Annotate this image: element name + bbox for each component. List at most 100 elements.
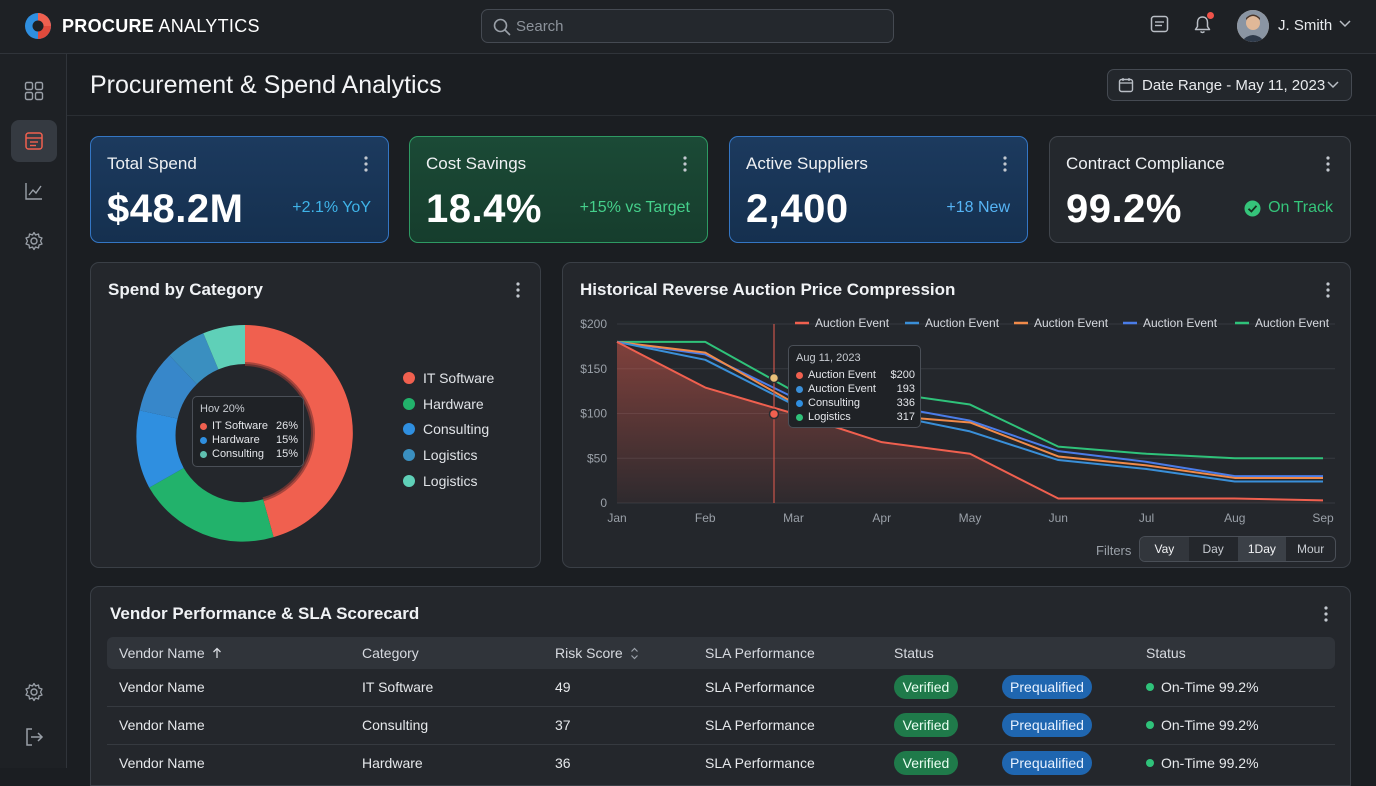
- calendar-icon: [1118, 78, 1134, 93]
- kpi-value: 99.2%: [1066, 187, 1182, 231]
- column-header-sla[interactable]: SLA Performance: [705, 645, 815, 661]
- legend-label[interactable]: Auction Event: [925, 316, 1000, 330]
- sidebar-item-logout[interactable]: [11, 716, 57, 758]
- cell-category: IT Software: [362, 679, 434, 695]
- avatar[interactable]: [1237, 10, 1269, 42]
- donut-slice-hardware[interactable]: [149, 468, 274, 542]
- avatar-image: [1237, 10, 1269, 42]
- kpi-label: Cost Savings: [426, 154, 527, 173]
- column-header-status[interactable]: Status: [894, 645, 934, 661]
- cell-on-time: On-Time 99.2%: [1146, 717, 1259, 733]
- tooltip-row: Consulting 336: [796, 397, 915, 409]
- kpi-card-total-spend[interactable]: Total Spend $48.2M +2.1% YoY: [90, 136, 389, 243]
- document-icon: [25, 132, 43, 150]
- pie-logo-icon[interactable]: [24, 12, 52, 40]
- search-box[interactable]: [481, 9, 894, 43]
- donut-chart[interactable]: [135, 323, 355, 543]
- more-vertical-icon[interactable]: [364, 156, 368, 172]
- donut-slice-consulting[interactable]: [136, 410, 184, 488]
- more-vertical-icon[interactable]: [516, 282, 520, 298]
- series-line[interactable]: [617, 340, 1323, 460]
- tooltip-row-value: 193: [896, 383, 915, 395]
- x-tick-label: Jan: [607, 511, 626, 525]
- legend-label[interactable]: Auction Event: [1255, 316, 1330, 330]
- trend-chart-icon: [25, 183, 42, 200]
- more-vertical-icon[interactable]: [683, 156, 687, 172]
- tooltip-row-label: Hardware: [212, 434, 260, 446]
- status-dot: [1146, 721, 1154, 729]
- sidebar-item-spend[interactable]: [11, 120, 57, 162]
- filter-option-vay[interactable]: Vay: [1140, 537, 1189, 561]
- series-line[interactable]: [616, 340, 1323, 479]
- bell-icon[interactable]: [1193, 15, 1212, 35]
- status-badge-verified: Verified: [894, 675, 958, 699]
- sidebar-item-analytics[interactable]: [11, 170, 57, 212]
- kpi-card-contract-compliance[interactable]: Contract Compliance 99.2% On Track: [1049, 136, 1351, 243]
- legend-item-logistics[interactable]: Logistics: [403, 447, 477, 463]
- series-line[interactable]: [616, 340, 1323, 483]
- cell-vendor: Vendor Name: [119, 755, 205, 771]
- more-vertical-icon[interactable]: [1324, 606, 1328, 622]
- legend-label[interactable]: Auction Event: [1034, 316, 1109, 330]
- kpi-card-active-suppliers[interactable]: Active Suppliers 2,400 +18 New: [729, 136, 1028, 243]
- price-compression-panel: Historical Reverse Auction Price Compres…: [562, 262, 1351, 568]
- table-row[interactable]: Vendor Name Hardware 36 SLA Performance …: [107, 745, 1335, 783]
- filters-label: Filters: [1096, 543, 1132, 558]
- sidebar-item-preferences[interactable]: [11, 671, 57, 713]
- column-header-category[interactable]: Category: [362, 645, 419, 661]
- column-header-vendor[interactable]: Vendor Name: [119, 645, 222, 661]
- more-vertical-icon[interactable]: [1003, 156, 1007, 172]
- donut-slice-logistics[interactable]: [139, 355, 197, 419]
- kpi-delta: +18 New: [946, 199, 1010, 216]
- date-range-button[interactable]: Date Range - May 11, 2023: [1107, 69, 1352, 101]
- chevron-down-icon[interactable]: [1339, 20, 1351, 28]
- column-header-risk[interactable]: Risk Score: [555, 645, 639, 661]
- series-line[interactable]: [616, 341, 1324, 502]
- kpi-value: 18.4%: [426, 187, 542, 231]
- legend-label[interactable]: Auction Event: [815, 316, 890, 330]
- filter-option-1day[interactable]: 1Day: [1237, 537, 1287, 561]
- donut-slice-logistics-2[interactable]: [169, 333, 219, 385]
- tooltip-row-value: 336: [896, 397, 915, 409]
- kpi-card-cost-savings[interactable]: Cost Savings 18.4% +15% vs Target: [409, 136, 708, 243]
- legend-label: Logistics: [423, 447, 478, 463]
- brand-name[interactable]: PROCURE ANALYTICS: [62, 16, 260, 37]
- x-tick-label: May: [959, 511, 982, 525]
- y-tick-label: 0: [600, 496, 607, 510]
- filter-option-mour[interactable]: Mour: [1296, 542, 1325, 556]
- more-vertical-icon[interactable]: [1326, 282, 1330, 298]
- user-name[interactable]: J. Smith: [1278, 17, 1333, 34]
- column-header-status-2[interactable]: Status: [1146, 645, 1186, 661]
- y-tick-label: $50: [587, 451, 607, 465]
- table-row[interactable]: Vendor Name IT Software 49 SLA Performan…: [107, 669, 1335, 707]
- table-row[interactable]: Vendor Name Consulting 37 SLA Performanc…: [107, 707, 1335, 745]
- donut-slice-other[interactable]: [203, 324, 245, 370]
- sidebar-item-settings[interactable]: [11, 220, 57, 262]
- gear-icon: [25, 682, 43, 702]
- donut-slice-it-software[interactable]: [245, 325, 353, 538]
- tooltip-row-label: Consulting: [808, 397, 860, 409]
- logout-icon: [26, 728, 44, 746]
- message-icon[interactable]: [1150, 15, 1169, 34]
- top-bar: PROCURE ANALYTICS J. Smith: [0, 0, 1376, 54]
- tooltip-row: Consulting 15%: [200, 448, 298, 460]
- hover-point[interactable]: [768, 408, 780, 420]
- legend-item-it-software[interactable]: IT Software: [403, 370, 494, 386]
- legend-item-hardware[interactable]: Hardware: [403, 396, 484, 412]
- filter-option-day[interactable]: Day: [1202, 542, 1224, 556]
- chevron-down-icon: [1327, 81, 1339, 89]
- more-vertical-icon[interactable]: [1326, 156, 1330, 172]
- brand-rest: ANALYTICS: [154, 16, 260, 36]
- hover-point[interactable]: [768, 372, 780, 384]
- sidebar-item-dashboard[interactable]: [11, 70, 57, 112]
- legend-item-consulting[interactable]: Consulting: [403, 421, 489, 437]
- legend-label[interactable]: Auction Event: [1143, 316, 1218, 330]
- search-input[interactable]: [516, 10, 876, 42]
- legend-item-logistics-2[interactable]: Logistics: [403, 473, 477, 489]
- chart-tooltip: Aug 11, 2023 Auction Event $200 Auction E…: [788, 345, 921, 428]
- kpi-label: Contract Compliance: [1066, 154, 1225, 173]
- tooltip-row-label: IT Software: [212, 420, 269, 432]
- tooltip-row-label: Auction Event: [808, 369, 876, 381]
- kpi-delta: +2.1% YoY: [292, 199, 371, 216]
